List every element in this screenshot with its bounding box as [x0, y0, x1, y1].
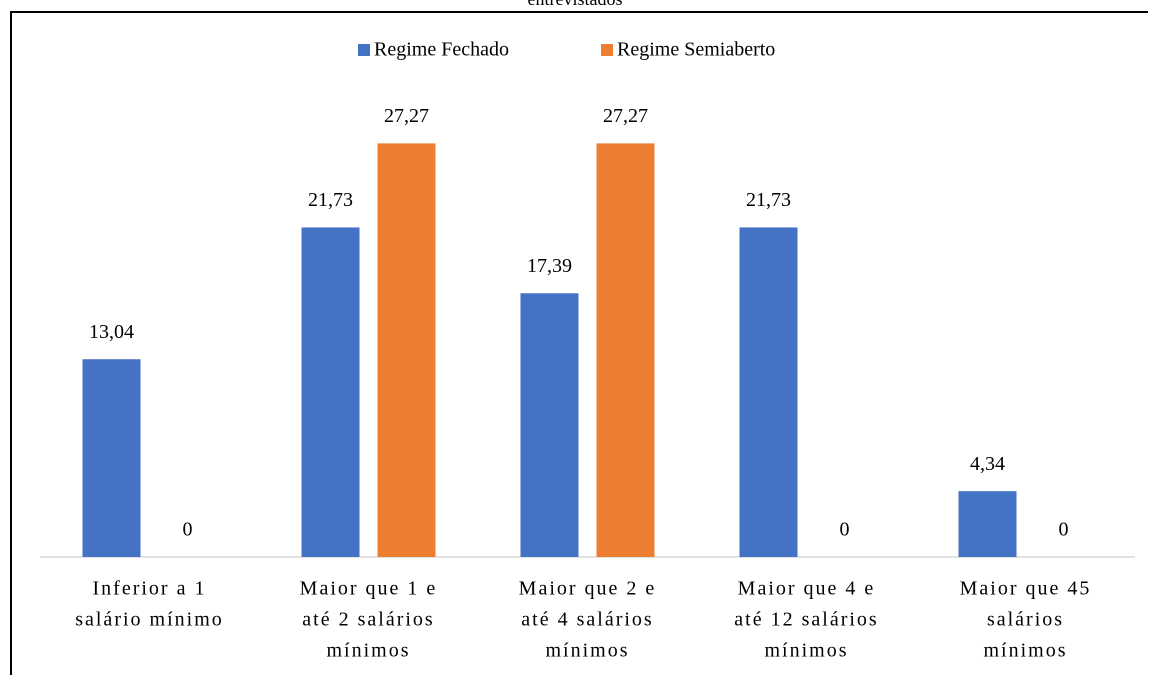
- value-label: 4,34: [970, 453, 1005, 475]
- x-tick-label: até 12 salários: [734, 609, 878, 631]
- bar: [520, 293, 579, 557]
- x-tick-label: mínimos: [326, 640, 410, 662]
- x-tick-label: Maior que 4 e: [738, 578, 876, 600]
- x-tick-label: salários: [987, 609, 1064, 631]
- legend-swatch: [601, 44, 613, 56]
- bar: [301, 227, 360, 557]
- x-tick-label: Maior que 2 e: [519, 578, 657, 600]
- bar: [739, 227, 798, 557]
- x-tick-label: salário mínimo: [75, 609, 224, 631]
- value-label: 21,73: [308, 189, 353, 211]
- bar: [958, 491, 1017, 557]
- x-tick-label: mínimos: [545, 640, 629, 662]
- x-tick-label: até 4 salários: [521, 609, 653, 631]
- legend-label: Regime Semiaberto: [617, 39, 775, 61]
- value-label: 13,04: [89, 321, 134, 343]
- x-tick-label: mínimos: [764, 640, 848, 662]
- value-label: 0: [840, 519, 850, 541]
- value-label: 0: [1059, 519, 1069, 541]
- x-tick-label: Maior que 45: [960, 578, 1092, 600]
- bar: [377, 143, 436, 557]
- legend-label: Regime Fechado: [374, 39, 509, 61]
- chart-title: entrevistados: [528, 0, 623, 9]
- bar: [82, 359, 141, 557]
- value-label: 27,27: [384, 105, 429, 127]
- frame: [10, 11, 1148, 675]
- value-label: 21,73: [746, 189, 791, 211]
- x-tick-label: mínimos: [983, 640, 1067, 662]
- value-label: 17,39: [527, 255, 572, 277]
- value-label: 0: [183, 519, 193, 541]
- x-tick-label: Maior que 1 e: [300, 578, 438, 600]
- x-tick-label: Inferior a 1: [93, 578, 207, 600]
- legend-swatch: [358, 44, 370, 56]
- value-label: 27,27: [603, 105, 648, 127]
- x-tick-label: até 2 salários: [302, 609, 434, 631]
- bar: [596, 143, 655, 557]
